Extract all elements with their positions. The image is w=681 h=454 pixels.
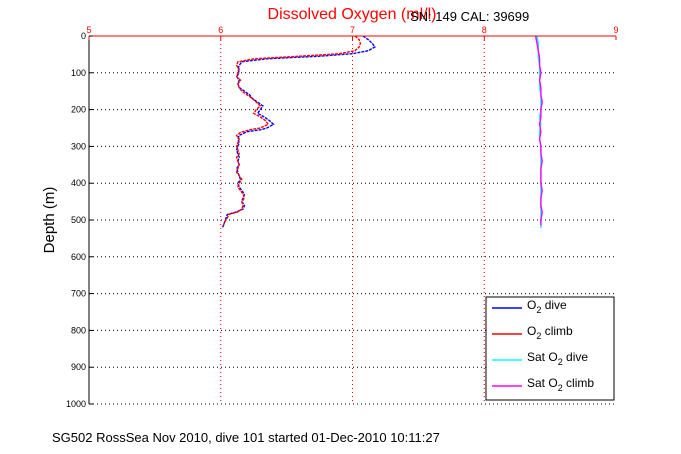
x-tick-label: 6 [218, 25, 223, 35]
x-axis-ticks: 5 6 7 8 9 [86, 25, 619, 40]
legend-entry-sat-o2-dive: Sat O2 dive [527, 350, 588, 367]
x-tick-label: 9 [613, 25, 618, 35]
y-tick-label: 600 [71, 252, 86, 262]
y-axis-label: Depth (m) [41, 187, 58, 254]
legend-box [485, 296, 615, 401]
y-tick-label: 500 [71, 215, 86, 225]
y-tick-label: 200 [71, 105, 86, 115]
y-tick-label: 900 [71, 362, 86, 372]
footer-caption: SG502 RossSea Nov 2010, dive 101 started… [52, 430, 440, 445]
y-tick-label: 700 [71, 289, 86, 299]
sat-o2-climb-line [534, 35, 543, 226]
chart-title: Dissolved Oxygen (ml/l) [268, 6, 437, 23]
chart-subtitle: SN: 149 CAL: 39699 [410, 9, 529, 24]
legend: O2 dive O2 climb Sat O2 dive Sat O2 climb [485, 296, 615, 401]
y-tick-label: 400 [71, 178, 86, 188]
y-tick-label: 0 [81, 31, 86, 41]
y-tick-label: 800 [71, 325, 86, 335]
o2-dive-line [221, 35, 376, 229]
legend-entry-sat-o2-climb: Sat O2 climb [527, 376, 594, 393]
grid-lines [89, 36, 616, 405]
y-tick-label: 100 [71, 68, 86, 78]
y-tick-label: 300 [71, 141, 86, 151]
y-tick-label: 1000 [66, 399, 86, 409]
x-tick-label: 5 [86, 25, 91, 35]
o2-climb-line [222, 35, 362, 226]
legend-entry-o2-dive: O2 dive [527, 298, 567, 315]
x-tick-label: 8 [482, 25, 487, 35]
x-tick-label: 7 [350, 25, 355, 35]
data-series [221, 35, 543, 229]
y-axis-ticks: 0 100 200 300 400 500 600 700 800 900 1000 [66, 31, 93, 409]
legend-entry-o2-climb: O2 climb [527, 324, 573, 341]
